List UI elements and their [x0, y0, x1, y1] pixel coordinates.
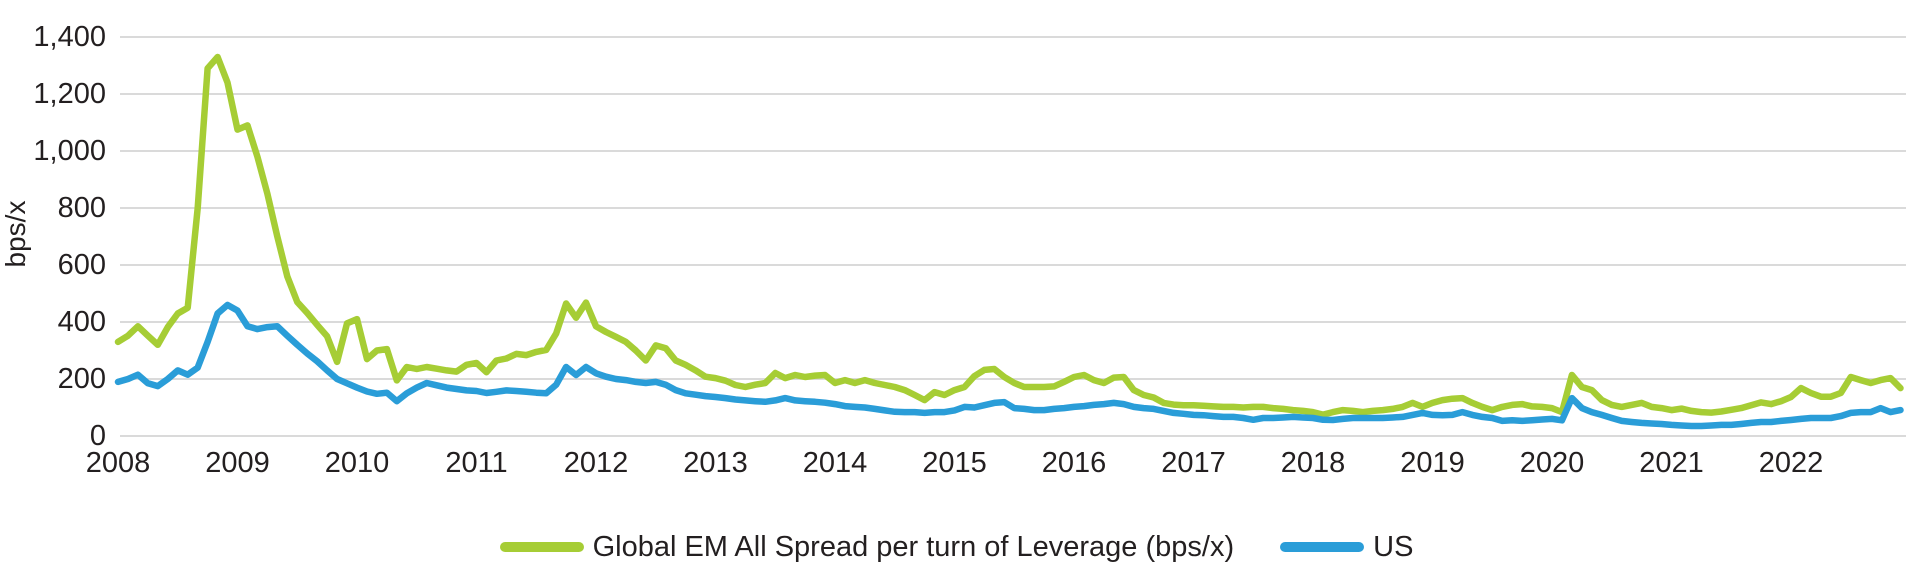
x-tick-label: 2009 [205, 447, 270, 479]
legend-label-global-em: Global EM All Spread per turn of Leverag… [592, 530, 1235, 563]
y-tick-label: 1,000 [33, 135, 106, 167]
y-tick-label: 600 [58, 249, 106, 281]
x-tick-label: 2021 [1639, 447, 1704, 479]
legend-item-global-em: Global EM All Spread per turn of Leverag… [499, 530, 1235, 564]
x-tick-label: 2014 [803, 447, 868, 479]
legend: Global EM All Spread per turn of Leverag… [0, 527, 1913, 567]
legend-label-us: US [1373, 530, 1414, 563]
x-tick-label: 2012 [564, 447, 629, 479]
x-tick-label: 2010 [325, 447, 390, 479]
legend-item-us: US [1280, 531, 1413, 564]
y-tick-label: 800 [58, 192, 106, 224]
x-tick-label: 2015 [922, 447, 987, 479]
y-axis-title: bps/x [0, 200, 31, 268]
legend-swatch-global-em [499, 542, 584, 552]
x-tick-label: 2011 [445, 447, 507, 479]
y-tick-label: 0 [90, 420, 106, 452]
series-line-1 [114, 301, 1904, 430]
y-tick-label: 1,400 [33, 21, 106, 53]
x-tick-label: 2022 [1759, 447, 1824, 479]
x-tick-label: 2008 [86, 447, 151, 479]
legend-swatch-us [1280, 542, 1365, 552]
x-tick-label: 2018 [1281, 447, 1346, 479]
x-tick-label: 2013 [683, 447, 748, 479]
y-tick-label: 400 [58, 306, 106, 338]
x-tick-label: 2017 [1161, 447, 1226, 479]
y-tick-label: 1,200 [33, 78, 106, 110]
series-line-0 [114, 53, 1904, 418]
y-tick-label: 200 [58, 363, 106, 395]
plot-area: 0 200 400 600 800 1,000 1,200 1,400 2008 2009 2010… [33, 21, 1906, 479]
x-tick-label: 2016 [1042, 447, 1107, 479]
x-tick-label: 2019 [1400, 447, 1465, 479]
x-tick-label: 2020 [1520, 447, 1585, 479]
